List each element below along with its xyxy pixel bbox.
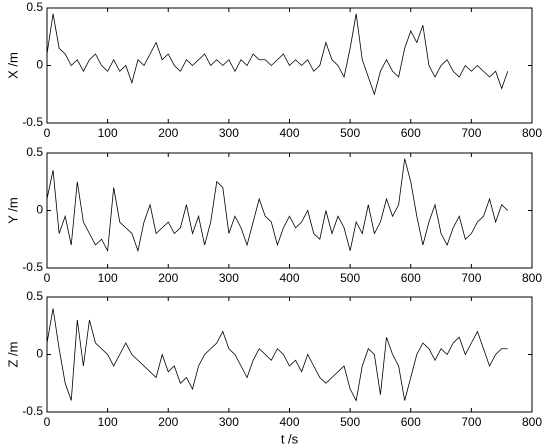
- x-tick-label: 700: [461, 415, 481, 429]
- x-tick-label: 300: [219, 126, 239, 140]
- x-tick-label: 0: [44, 415, 51, 429]
- axes-frame: [46, 152, 533, 269]
- x-tick-label: 500: [340, 271, 360, 285]
- x-tick-label: 200: [158, 415, 178, 429]
- x-tick-label: 0: [44, 126, 51, 140]
- x-tick-label: 500: [340, 415, 360, 429]
- y-tick-label: -0.5: [22, 115, 43, 129]
- x-tick-label: 600: [401, 415, 421, 429]
- x-axis-label: t /s: [281, 431, 299, 446]
- y-tick-label: 0: [36, 347, 43, 361]
- y-tick-label: 0.5: [26, 289, 43, 303]
- x-tick-label: 800: [522, 126, 542, 140]
- x-tick-label: 600: [401, 126, 421, 140]
- x-tick-label: 700: [461, 126, 481, 140]
- x-tick-label: 100: [98, 271, 118, 285]
- x-tick-label: 100: [98, 126, 118, 140]
- x-tick-label: 400: [279, 271, 299, 285]
- x-tick-label: 100: [98, 415, 118, 429]
- x-tick-label: 200: [158, 271, 178, 285]
- x-tick-label: 400: [279, 415, 299, 429]
- x-tick-label: 300: [219, 271, 239, 285]
- y-axis-label: Y /m: [5, 197, 20, 224]
- y-tick-label: -0.5: [22, 404, 43, 418]
- y-tick-label: 0: [36, 203, 43, 217]
- y-tick-label: 0.5: [26, 0, 43, 14]
- y-tick-label: 0: [36, 58, 43, 72]
- y-tick-label: -0.5: [22, 260, 43, 274]
- y-tick-label: 0.5: [26, 145, 43, 159]
- data-line: [46, 308, 508, 402]
- x-tick-label: 600: [401, 271, 421, 285]
- x-tick-label: 300: [219, 415, 239, 429]
- y-axis-label: Z /m: [5, 342, 20, 368]
- x-tick-label: 800: [522, 415, 542, 429]
- data-line: [46, 158, 509, 253]
- x-tick-label: 800: [522, 271, 542, 285]
- x-tick-label: 500: [340, 126, 360, 140]
- x-tick-label: 0: [44, 271, 51, 285]
- y-axis-label: X /m: [5, 52, 20, 79]
- x-tick-label: 700: [461, 271, 481, 285]
- x-tick-label: 400: [279, 126, 299, 140]
- x-tick-label: 200: [158, 126, 178, 140]
- data-line: [46, 13, 509, 96]
